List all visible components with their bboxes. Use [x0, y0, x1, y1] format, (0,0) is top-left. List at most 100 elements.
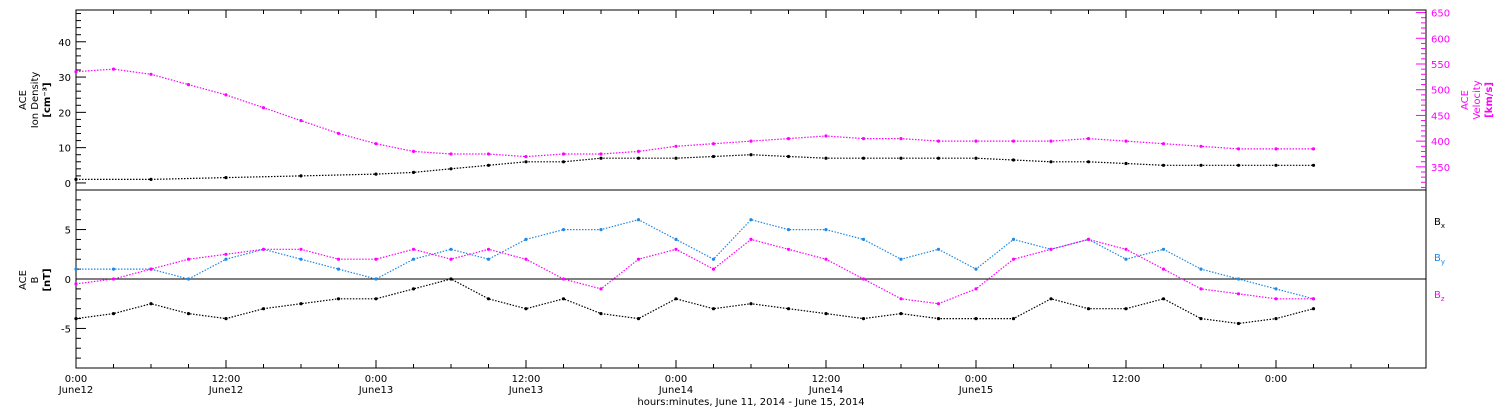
- x-tick-label-time: 0:00: [665, 374, 687, 385]
- x-tick-label-time: 0:00: [65, 374, 87, 385]
- bottom-series-2-trace: [75, 238, 1314, 305]
- bottom-series-2-point: [524, 257, 528, 261]
- top-y2-tick-label: 500: [1431, 86, 1450, 97]
- bottom-series-1-point: [449, 247, 453, 251]
- top-0-series-0-point: [636, 156, 641, 160]
- bottom-series-1-point: [711, 257, 716, 261]
- bottom-series-0-point: [1311, 307, 1316, 311]
- top-1-series-0-point: [636, 149, 641, 153]
- bottom-series-2-point: [1011, 257, 1016, 261]
- bottom-series-1: [74, 218, 1316, 301]
- bottom-series-2-point: [149, 267, 153, 271]
- bottom-series-0-point: [299, 302, 303, 306]
- bottom-series-0-point: [899, 312, 903, 316]
- top-1-series-0-point: [1274, 147, 1278, 151]
- bottom-series-2-point: [261, 247, 266, 251]
- bottom-series-1-point: [486, 257, 491, 261]
- top-0-series-0-point: [374, 172, 378, 176]
- top-1-series-0-point: [786, 137, 791, 141]
- x-tick-label-time: 12:00: [512, 374, 541, 385]
- x-tick-label-time: 12:00: [212, 374, 241, 385]
- top-1-series-0-point: [186, 83, 191, 87]
- x-tick-label-time: 0:00: [1265, 374, 1287, 385]
- top-left-axis: 0 10 20 30 40: [58, 13, 86, 190]
- bottom-series-1-point: [786, 228, 791, 232]
- bottom-series-0-point: [411, 287, 416, 291]
- x-tick-label-date: June14: [808, 385, 844, 396]
- top-1-series-0-point: [1049, 139, 1053, 143]
- bottom-series-1-point: [974, 267, 978, 271]
- top-1-series-0-point: [336, 131, 341, 135]
- top-y2label-line-1: ACE: [1460, 90, 1471, 110]
- bottom-series-0-point: [224, 317, 228, 321]
- bottom-series-2-point: [336, 257, 341, 261]
- bottom-series-0-point: [561, 297, 566, 301]
- bottom-series-1-point: [599, 228, 603, 232]
- bottom-series-0-point: [974, 317, 978, 321]
- bottom-series-2-point: [224, 252, 228, 256]
- bottom-series-0-trace: [75, 278, 1314, 325]
- x-tick-label-date: June12: [208, 385, 244, 396]
- bottom-series-0-point: [824, 312, 828, 316]
- top-y2label-line-2: Velocity: [1472, 80, 1483, 119]
- bottom-series-2-point: [636, 257, 641, 261]
- legend-bx-label: B: [1434, 217, 1441, 228]
- x-tick-label-date: June12: [58, 385, 94, 396]
- top-y2label: ACE Velocity [km/s]: [1460, 80, 1495, 119]
- bottom-series-0-point: [186, 312, 191, 316]
- top-1-series-0-point: [1161, 142, 1166, 146]
- bottom-series-2-point: [486, 247, 491, 251]
- top-0-series-0-point: [1011, 158, 1016, 162]
- bottom-series-0-point: [1124, 307, 1128, 311]
- bottom-series-2-point: [974, 287, 978, 291]
- top-ylabel: ACE Ion Density [cm⁻³]: [18, 72, 53, 129]
- bottom-series-2-point: [749, 237, 753, 241]
- legend-bz-label: B: [1434, 290, 1441, 301]
- legend-by-label: B: [1434, 253, 1441, 264]
- top-1-series-0-point: [899, 137, 903, 141]
- top-0-series-0-point: [149, 177, 153, 181]
- top-1-series-0-point: [599, 152, 603, 156]
- x-tick-label-date: June13: [508, 385, 544, 396]
- bottom-series-1-point: [824, 228, 828, 232]
- bottom-series-0-point: [786, 307, 791, 311]
- legend-bz: Bz: [1434, 290, 1445, 303]
- top-series-group: [74, 67, 1316, 181]
- bottom-series-2-point: [1311, 297, 1316, 301]
- bottom-series-1-point: [636, 218, 641, 222]
- top-y-tick-label: 20: [58, 108, 71, 119]
- bottom-series-group: [74, 218, 1316, 326]
- top-0-series-0-point: [1124, 161, 1128, 166]
- x-tick-label-time: 12:00: [812, 374, 841, 385]
- top-ylabel-line-1: ACE: [18, 90, 29, 110]
- top-0-series-0-point: [1199, 163, 1203, 167]
- bottom-series-1-point: [111, 267, 116, 271]
- top-0-series-0-point: [1274, 163, 1278, 167]
- x-tick-label-date: June14: [658, 385, 694, 396]
- bottom-series-0-point: [336, 297, 341, 301]
- bottom-series-1-point: [224, 257, 228, 261]
- bottom-series-0-point: [374, 297, 378, 301]
- top-y-tick-label: 30: [58, 73, 71, 84]
- top-1-series-0-point: [711, 142, 716, 146]
- legend-bz-sub: z: [1441, 295, 1445, 303]
- x-axis: 0:00 12:00 0:00 12:00 0:00 12:00 0:00 12:00 0:00…: [58, 10, 1427, 396]
- bottom-series-1-point: [336, 267, 341, 271]
- bottom-y-tick-label: 5: [65, 226, 71, 237]
- top-0-series-0-point: [749, 153, 753, 157]
- bottom-ylabel-line-2: B: [30, 276, 41, 283]
- top-0-series-0-point: [449, 167, 453, 171]
- bottom-series-2-point: [711, 267, 716, 271]
- x-tick-label-date: June15: [958, 385, 994, 396]
- bottom-series-2-point: [374, 257, 378, 261]
- top-1-series-0-point: [749, 139, 753, 143]
- bottom-series-0-point: [149, 302, 153, 306]
- top-1-series-0-point: [861, 137, 866, 141]
- top-y2-tick-label: 650: [1431, 9, 1450, 20]
- bottom-series-0-point: [1161, 297, 1166, 301]
- x-tick-label-date: June13: [358, 385, 394, 396]
- x-tick-label-time: 0:00: [965, 374, 987, 385]
- top-y-tick-label: 10: [58, 144, 71, 155]
- top-y2-tick-label: 450: [1431, 111, 1450, 122]
- bottom-series-1-point: [749, 218, 753, 222]
